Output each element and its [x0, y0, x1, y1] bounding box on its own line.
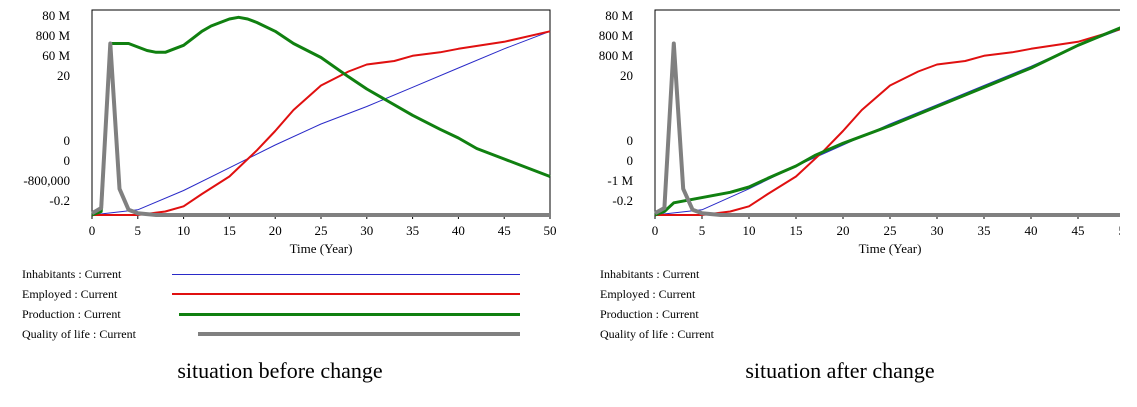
x-tick-label: 20 [837, 223, 850, 238]
chart-panel-before: 80 M 800 M 60 M 20 0 0 -800,000 -0.2 0 5 10 15 20 25 3… [0, 0, 560, 407]
y-tick-label: 80 M [42, 8, 70, 23]
x-tick-label: 0 [89, 223, 96, 238]
x-tick-label: 50 [544, 223, 557, 238]
x-axis-label: Time (Year) [290, 241, 353, 256]
x-tick-label: 50 [1119, 223, 1121, 238]
y-tick-label: -0.2 [612, 193, 633, 208]
y-tick-label: 20 [57, 68, 70, 83]
chart-panel-after: 80 M 800 M 800 M 20 0 0 -1 M -0.2 0 5 10 15 20 25 30 35… [560, 0, 1120, 407]
series-line-production [654, 26, 1120, 217]
series-line-quality [91, 41, 550, 217]
legend-label: Inhabitants : Current [600, 264, 704, 284]
legend-item-production: Production : Current [600, 304, 1120, 324]
legend-item-employed: Employed : Current [22, 284, 542, 304]
legend-label: Inhabitants : Current [22, 264, 126, 284]
legend-item-quality: Quality of life : Current [22, 324, 542, 344]
plot-frame [654, 9, 1120, 216]
x-tick-label: 45 [498, 223, 511, 238]
legend-label: Quality of life : Current [22, 324, 140, 344]
y-tick-label: -1 M [607, 173, 633, 188]
x-tick-label: 35 [978, 223, 991, 238]
y-tick-label: 800 M [599, 48, 634, 63]
x-tick-label: 30 [931, 223, 944, 238]
x-tick-label: 15 [790, 223, 803, 238]
series-line-employed [655, 28, 1120, 216]
series-line-quality [654, 41, 1120, 217]
x-tick-label: 5 [135, 223, 142, 238]
plot-frame [91, 9, 551, 216]
x-tick-label: 10 [743, 223, 756, 238]
x-tick-label: 30 [360, 223, 373, 238]
legend-item-production: Production : Current [22, 304, 542, 324]
series-line-employed [92, 30, 551, 216]
legend-label: Employed : Current [22, 284, 122, 304]
y-tick-label: 800 M [36, 28, 71, 43]
legend-item-employed: Employed : Current [600, 284, 1120, 304]
legend-swatch-inhabitants [172, 274, 520, 275]
caption-after: situation after change [745, 358, 935, 383]
y-tick-label: -0.2 [49, 193, 70, 208]
x-tick-label: 15 [223, 223, 236, 238]
x-axis-label: Time (Year) [859, 241, 922, 256]
y-tick-label: 20 [620, 68, 633, 83]
series-line-production [91, 15, 551, 217]
legend-item-inhabitants: Inhabitants : Current [22, 264, 542, 284]
legend-before: Inhabitants : Current Employed : Current P… [22, 264, 542, 346]
x-tick-label: 40 [452, 223, 465, 238]
x-tick-label: 10 [177, 223, 190, 238]
x-tick-label: 0 [652, 223, 659, 238]
y-tick-label: 80 M [605, 8, 633, 23]
x-tick-label: 40 [1025, 223, 1038, 238]
y-tick-label: 0 [627, 153, 634, 168]
legend-label: Production : Current [600, 304, 703, 324]
legend-swatch-employed [172, 293, 520, 295]
y-tick-label: 800 M [599, 28, 634, 43]
y-tick-label: 0 [64, 133, 71, 148]
legend-item-inhabitants: Inhabitants : Current [600, 264, 1120, 284]
series-line-inhabitants [91, 30, 551, 216]
legend-swatch-production [179, 313, 520, 316]
legend-swatch-quality [198, 332, 520, 336]
caption-before: situation before change [177, 358, 383, 383]
y-tick-label: -800,000 [23, 173, 70, 188]
x-tick-label: 20 [269, 223, 282, 238]
y-tick-label: 0 [627, 133, 634, 148]
line-chart-after: 80 M 800 M 800 M 20 0 0 -1 M -0.2 0 5 10 15 20 25 30 35… [599, 8, 1121, 256]
legend-after: Inhabitants : Current Employed : Current P… [600, 264, 1120, 346]
legend-label: Employed : Current [600, 284, 700, 304]
y-tick-label: 60 M [42, 48, 70, 63]
x-tick-label: 25 [884, 223, 897, 238]
x-tick-label: 5 [699, 223, 706, 238]
y-tick-label: 0 [64, 153, 71, 168]
x-tick-label: 25 [315, 223, 328, 238]
legend-item-quality: Quality of life : Current [600, 324, 1120, 344]
x-tick-label: 35 [406, 223, 419, 238]
series-line-inhabitants [654, 29, 1120, 216]
legend-label: Quality of life : Current [600, 324, 718, 344]
line-chart-before: 80 M 800 M 60 M 20 0 0 -800,000 -0.2 0 5 10 15 20 25 3… [23, 8, 557, 256]
x-tick-label: 45 [1072, 223, 1085, 238]
legend-label: Production : Current [22, 304, 125, 324]
